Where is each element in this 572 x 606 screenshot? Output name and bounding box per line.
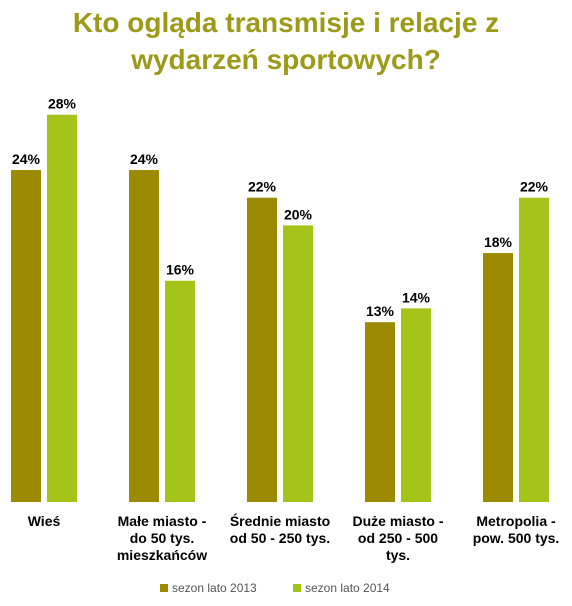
bar-s1-c3 bbox=[247, 197, 277, 502]
bar-s2-c3 bbox=[283, 225, 313, 502]
value-label-s2-c5: 22% bbox=[520, 179, 549, 195]
value-label-s2-c3: 20% bbox=[284, 206, 313, 222]
value-label-s2-c4: 14% bbox=[402, 289, 431, 305]
bar-s1-c5 bbox=[483, 253, 513, 502]
bar-s2-c5 bbox=[519, 197, 549, 502]
bar-s2-c1 bbox=[47, 114, 77, 503]
chart-title-line-1: Kto ogląda transmisje i relacje z bbox=[72, 7, 500, 38]
bar-s1-c4 bbox=[365, 322, 395, 502]
chart-title-line-2: wydarzeń sportowych? bbox=[131, 44, 441, 75]
value-label-s1-c3: 22% bbox=[248, 179, 277, 195]
bar-s1-c1 bbox=[11, 170, 41, 502]
value-label-s2-c1: 28% bbox=[48, 96, 77, 112]
value-label-s1-c5: 18% bbox=[484, 234, 513, 250]
category-label-5: Metropolia -pow. 500 tys. bbox=[473, 513, 560, 546]
value-label-s2-c2: 16% bbox=[166, 262, 195, 278]
legend: sezon lato 2013 sezon lato 2014 bbox=[160, 581, 390, 595]
bar-s2-c4 bbox=[401, 308, 431, 502]
bars-layer bbox=[11, 114, 549, 503]
value-label-s1-c2: 24% bbox=[130, 151, 159, 167]
category-labels-layer: Wieś Małe miasto -do 50 tys. mieszkańców Śr… bbox=[28, 512, 560, 563]
category-label-1: Wieś bbox=[28, 513, 61, 529]
chart-title: Kto ogląda transmisje i relacje z wydarz… bbox=[0, 4, 572, 78]
value-label-s1-c1: 24% bbox=[12, 151, 41, 167]
bar-s1-c2 bbox=[129, 170, 159, 502]
legend-swatch-1 bbox=[160, 584, 168, 592]
category-label-4: Duże miasto -od 250 - 500 tys. bbox=[352, 513, 443, 563]
value-label-s1-c4: 13% bbox=[366, 303, 395, 319]
bar-s2-c2 bbox=[165, 280, 195, 502]
legend-label-1: sezon lato 2013 bbox=[172, 581, 257, 595]
legend-swatch-2 bbox=[293, 584, 301, 592]
value-labels-layer: 24% 28% 24% 16% 22% 20% 13% 14% 18% 22% bbox=[12, 96, 549, 319]
legend-label-2: sezon lato 2014 bbox=[305, 581, 390, 595]
category-label-3: Średnie miasto od 50 - 250 tys. bbox=[230, 512, 330, 546]
category-label-2: Małe miasto -do 50 tys. mieszkańców bbox=[117, 513, 207, 563]
